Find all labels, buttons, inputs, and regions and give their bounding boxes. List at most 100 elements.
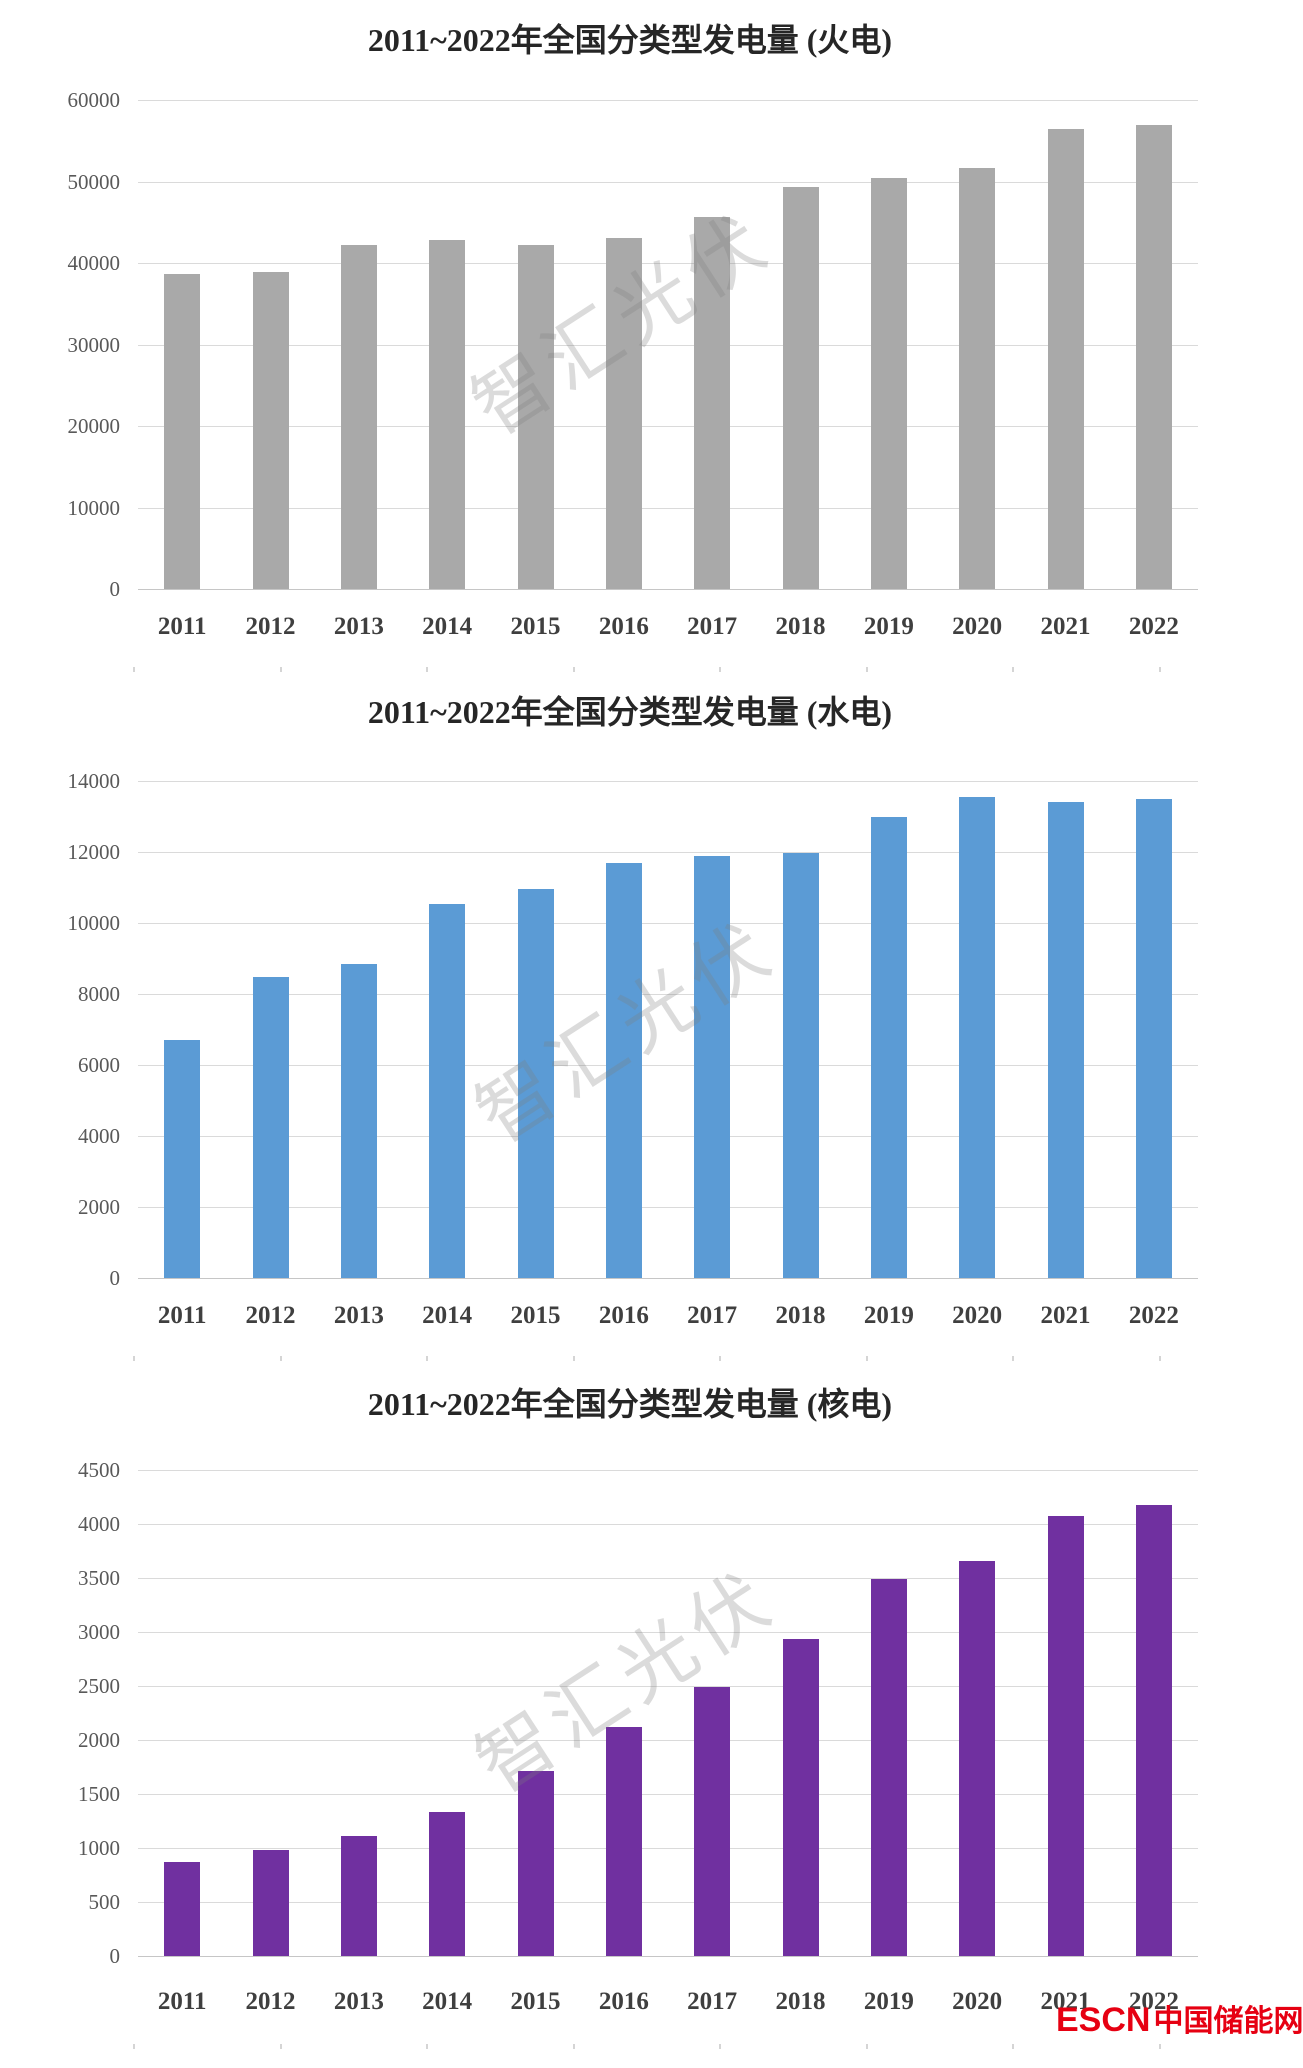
axis-tick-mark xyxy=(426,1356,428,1361)
y-tick-label: 8000 xyxy=(78,982,120,1006)
y-tick-label: 6000 xyxy=(78,1053,120,1077)
axis-tick-mark xyxy=(572,2044,575,2049)
bar-2015 xyxy=(517,245,554,589)
axis-tick-mark xyxy=(133,667,135,672)
gridline xyxy=(138,507,1198,509)
axis-tick-mark xyxy=(865,1356,868,1361)
x-tick-label: 2021 xyxy=(1040,1988,1091,2015)
gridline xyxy=(138,1632,1198,1633)
y-tick-label: 500 xyxy=(88,1890,121,1914)
axis-tick-mark xyxy=(865,2044,868,2049)
x-tick-label: 2012 xyxy=(245,1988,296,2015)
escn-logo-cn: 中国储能网 xyxy=(1153,2005,1303,2038)
y-tick-label: 12000 xyxy=(67,840,121,864)
gridline xyxy=(138,263,1198,264)
axis-tick-mark xyxy=(572,1356,575,1361)
gridline xyxy=(138,1524,1198,1525)
x-tick-label: 2021 xyxy=(1040,1302,1091,1329)
y-tick-label: 2500 xyxy=(78,1674,120,1698)
gridline xyxy=(138,994,1198,995)
x-tick-label: 2011 xyxy=(157,613,207,640)
bar-2011 xyxy=(164,1040,201,1279)
x-tick-label: 2011 xyxy=(157,1988,207,2015)
x-axis-line xyxy=(138,1278,1198,1279)
x-tick-label: 2014 xyxy=(422,1988,473,2015)
y-tick-label: 1000 xyxy=(78,1836,120,1860)
gridline xyxy=(138,1686,1198,1687)
bar-2014 xyxy=(429,1812,466,1956)
y-tick-label: 10000 xyxy=(67,911,121,935)
gridline xyxy=(138,426,1198,427)
y-tick-label: 3000 xyxy=(78,1620,120,1644)
x-tick-label: 2020 xyxy=(952,1302,1003,1329)
axis-tick-mark xyxy=(133,1356,135,1361)
x-tick-label: 2019 xyxy=(863,1302,914,1329)
bar-2022 xyxy=(1135,798,1172,1279)
bar-2018 xyxy=(782,1639,819,1956)
x-tick-label: 2022 xyxy=(1128,1302,1179,1329)
chart-title-thermal: 2011~2022年全国分类型发电量 (火电) xyxy=(367,22,893,58)
bar-2013 xyxy=(340,245,377,589)
x-tick-label: 2014 xyxy=(422,1302,473,1329)
axis-tick-mark xyxy=(719,2044,721,2049)
bar-2017 xyxy=(694,1687,731,1956)
gridline xyxy=(138,1848,1198,1849)
x-tick-label: 2015 xyxy=(510,613,561,640)
y-tick-label: 30000 xyxy=(67,332,121,357)
x-tick-label: 2016 xyxy=(598,613,649,640)
x-tick-label: 2014 xyxy=(422,613,473,640)
y-tick-label: 10000 xyxy=(67,495,121,520)
bar-2011 xyxy=(164,1862,201,1956)
x-tick-label: 2017 xyxy=(687,1302,738,1329)
bar-2021 xyxy=(1047,802,1084,1278)
axis-tick-mark xyxy=(1012,2044,1014,2049)
bar-2015 xyxy=(517,889,554,1278)
axis-tick-mark xyxy=(1012,667,1014,672)
axis-tick-mark xyxy=(719,1356,721,1361)
gridline xyxy=(138,1740,1198,1741)
gridline xyxy=(138,1470,1198,1471)
axis-tick-mark xyxy=(279,1356,282,1361)
bar-2019 xyxy=(870,1579,907,1956)
x-tick-label: 2016 xyxy=(598,1302,649,1329)
x-tick-label: 2021 xyxy=(1040,613,1091,640)
x-tick-label: 2015 xyxy=(510,1988,561,2015)
bar-2021 xyxy=(1047,129,1084,589)
bar-2016 xyxy=(605,1726,642,1956)
x-tick-label: 2011 xyxy=(157,1302,207,1329)
x-tick-label: 2020 xyxy=(952,613,1003,640)
axis-tick-mark xyxy=(426,2044,428,2049)
bar-2012 xyxy=(252,977,289,1278)
gridline xyxy=(138,1136,1198,1137)
y-tick-label: 14000 xyxy=(67,769,121,793)
y-tick-label: 2000 xyxy=(78,1195,120,1219)
y-tick-label: 4500 xyxy=(78,1458,120,1482)
x-tick-label: 2012 xyxy=(245,613,296,640)
y-tick-label: 0 xyxy=(109,577,121,601)
axis-tick-mark xyxy=(1012,1356,1014,1361)
y-tick-label: 0 xyxy=(109,1266,121,1290)
gridline xyxy=(138,781,1198,782)
bar-2020 xyxy=(959,1560,996,1956)
y-tick-label: 50000 xyxy=(67,169,121,194)
y-tick-label: 60000 xyxy=(67,88,121,112)
x-tick-label: 2013 xyxy=(333,613,384,640)
y-tick-label: 1500 xyxy=(78,1782,120,1806)
axis-tick-mark xyxy=(133,2044,135,2049)
y-tick-label: 2000 xyxy=(78,1728,120,1752)
y-tick-label: 40000 xyxy=(67,251,121,275)
bar-2019 xyxy=(870,178,907,589)
y-tick-label: 4000 xyxy=(78,1124,120,1148)
bar-2020 xyxy=(959,797,996,1278)
bar-2017 xyxy=(694,855,731,1278)
bar-2022 xyxy=(1135,1505,1172,1956)
x-tick-label: 2013 xyxy=(333,1988,384,2015)
bar-2014 xyxy=(429,239,466,589)
axis-tick-mark xyxy=(1158,1356,1161,1361)
x-tick-label: 2017 xyxy=(687,613,738,640)
y-tick-label: 20000 xyxy=(67,414,121,438)
x-tick-label: 2018 xyxy=(775,1302,826,1329)
gridline xyxy=(138,1578,1198,1579)
y-tick-label: 4000 xyxy=(78,1512,120,1536)
